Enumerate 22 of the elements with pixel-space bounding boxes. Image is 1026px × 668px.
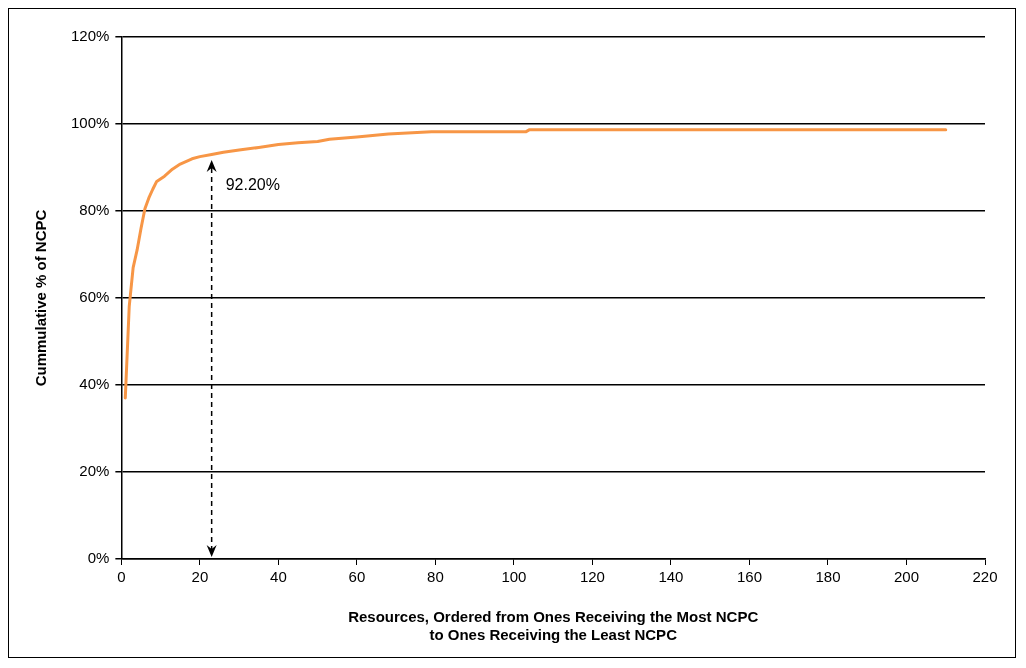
y-tick-label: 120% <box>70 27 110 45</box>
y-tick-label: 20% <box>79 462 110 480</box>
x-tick-label: 160 <box>736 568 762 586</box>
y-axis-title: Cummulative % of NCPC <box>32 209 50 387</box>
x-tick-label: 0 <box>117 568 126 586</box>
x-tick-label: 120 <box>579 568 605 586</box>
x-tick-label: 80 <box>427 568 444 586</box>
y-tick-label: 40% <box>79 375 110 393</box>
y-tick-label: 100% <box>70 114 110 132</box>
x-axis-title: Resources, Ordered from Ones Receiving the Most NCPC to Ones Receiving the Least NCPC <box>348 608 759 644</box>
x-tick-label: 20 <box>191 568 209 586</box>
x-tick-label: 180 <box>815 568 841 586</box>
x-tick-label: 220 <box>972 568 998 586</box>
x-tick-label: 100 <box>501 568 527 586</box>
x-tick-label: 40 <box>270 568 287 586</box>
x-tick-label: 60 <box>348 568 366 586</box>
y-tick-label: 60% <box>79 288 110 306</box>
x-tick-label: 140 <box>658 568 684 586</box>
annotation: 92.20% <box>225 176 280 194</box>
x-tick-label: 200 <box>893 568 919 586</box>
y-tick-label: 80% <box>79 201 110 219</box>
y-tick-label: 0% <box>87 549 110 567</box>
